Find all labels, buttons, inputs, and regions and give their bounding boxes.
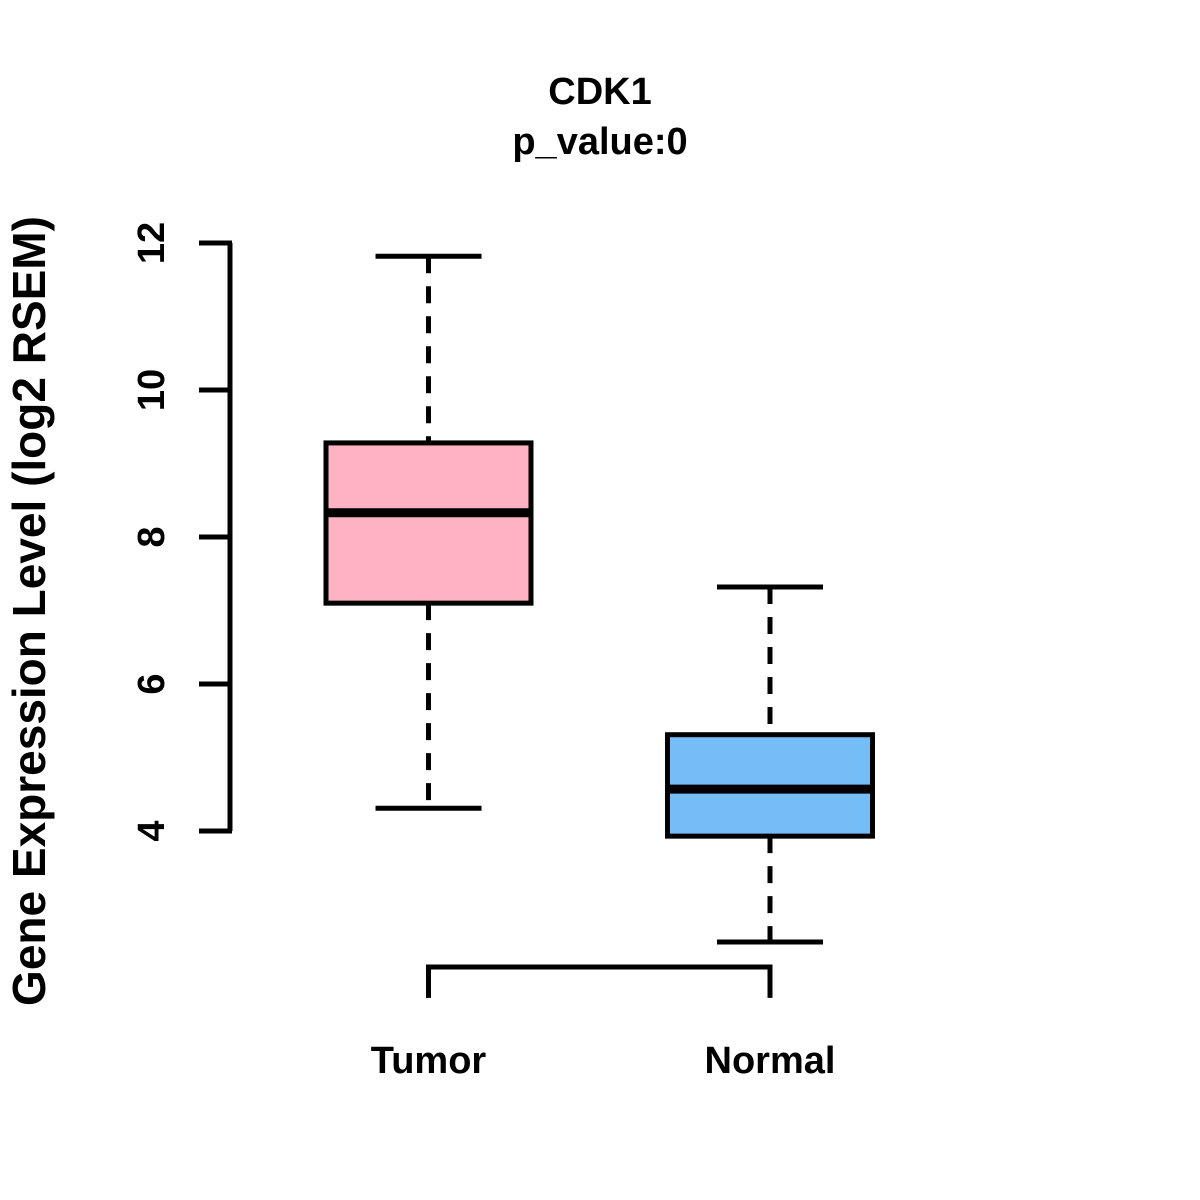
comparison-bracket bbox=[426, 964, 773, 998]
chart-subtitle: p_value:0 bbox=[512, 121, 687, 163]
box-tumor bbox=[323, 440, 534, 606]
y-axis-title: Gene Expression Level (log2 RSEM) bbox=[3, 216, 55, 1006]
y-tick-label: 10 bbox=[131, 369, 173, 411]
y-tick-label: 4 bbox=[131, 820, 173, 841]
plot-area: 4 6 8 10 12 Tumor Normal bbox=[131, 222, 875, 1082]
category-label-tumor: Tumor bbox=[371, 1040, 487, 1082]
category-label-normal: Normal bbox=[705, 1040, 836, 1082]
y-tick-label: 8 bbox=[131, 526, 173, 547]
y-tick-label: 12 bbox=[131, 222, 173, 264]
chart-title: CDK1 bbox=[548, 71, 651, 113]
y-tick-label: 6 bbox=[131, 673, 173, 694]
